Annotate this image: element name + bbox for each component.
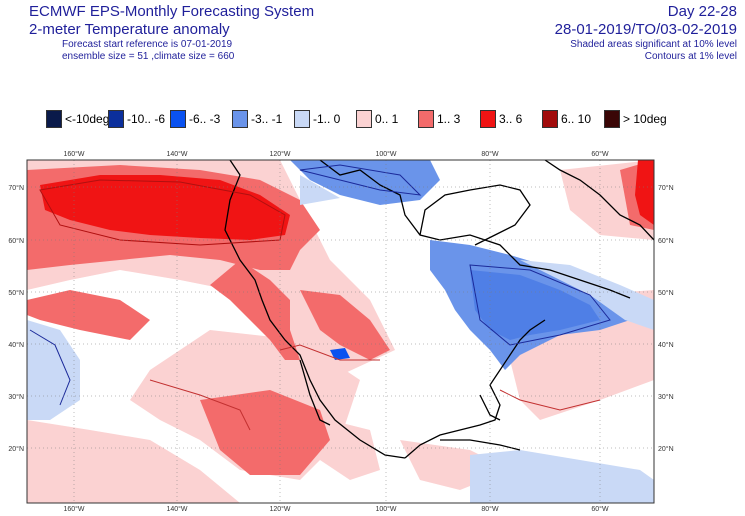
lat-label: 40°N: [658, 341, 674, 349]
anomaly-1-3-pacific: [200, 390, 330, 475]
lat-label: 60°N: [658, 237, 674, 245]
lon-label: 120°W: [269, 505, 290, 513]
legend-swatch: [418, 110, 434, 128]
lat-label: 20°N: [8, 445, 24, 453]
lat-label: 20°N: [658, 445, 674, 453]
ensemble-size: ensemble size = 51 ,climate size = 660: [62, 51, 235, 62]
legend-label: <-10deg: [65, 112, 110, 126]
coastlines: [224, 160, 654, 459]
date-range: 28-01-2019/TO/03-02-2019: [554, 21, 737, 38]
lon-label: 100°W: [375, 505, 396, 513]
lat-label: 50°N: [8, 289, 24, 297]
legend-label: 1.. 3: [437, 112, 461, 126]
title-line-1: ECMWF EPS-Monthly Forecasting System: [29, 3, 315, 20]
anomaly-1-3-rockies: [300, 290, 390, 360]
anomaly-0-1-mexico-coast: [320, 420, 380, 480]
anomaly-neg-sw: [27, 320, 80, 420]
legend-label: -6.. -3: [189, 112, 221, 126]
legend-label: 0.. 1: [375, 112, 399, 126]
anomaly-neg-caribbean: [470, 450, 654, 503]
anomaly-neg-north: [290, 160, 440, 205]
lat-label: 40°N: [8, 341, 24, 349]
significance-contours: [29, 164, 611, 431]
lon-label: 160°W: [63, 505, 84, 513]
legend-swatch: [356, 110, 372, 128]
anomaly-neg-light-east: [520, 260, 654, 330]
legend-label: 6.. 10: [561, 112, 592, 126]
lat-label: 30°N: [658, 393, 674, 401]
map-field: [27, 160, 654, 503]
legend-label: -3.. -1: [251, 112, 283, 126]
anomaly-neg-small: [330, 348, 350, 360]
legend-swatch: [170, 110, 186, 128]
lat-label: 50°N: [658, 289, 674, 297]
lon-label: 60°W: [591, 505, 609, 513]
anomaly-1-3-west-pacific: [27, 290, 150, 340]
lon-label: 160°W: [63, 150, 84, 158]
anomaly-neg-light-north: [300, 175, 340, 205]
anomaly-1-3-west-coast: [210, 260, 300, 360]
legend-label: 3.. 6: [499, 112, 523, 126]
lon-label: 80°W: [481, 150, 499, 158]
lon-label: 140°W: [166, 505, 187, 513]
shading-note: Shaded areas significant at 10% level: [570, 39, 737, 50]
legend-swatch: [604, 110, 620, 128]
legend-swatch: [294, 110, 310, 128]
day-range: Day 22-28: [667, 3, 737, 20]
legend-swatch: [232, 110, 248, 128]
lon-label: 100°W: [375, 150, 396, 158]
lat-label: 70°N: [658, 184, 674, 192]
contour-note: Contours at 1% level: [644, 51, 737, 62]
legend-swatch: [480, 110, 496, 128]
map-frame: [26, 159, 655, 504]
lat-label: 60°N: [8, 237, 24, 245]
legend-swatch: [108, 110, 124, 128]
legend-label: -1.. 0: [313, 112, 341, 126]
lon-label: 120°W: [269, 150, 290, 158]
lat-label: 70°N: [8, 184, 24, 192]
legend-label: > 10deg: [623, 112, 667, 126]
title-line-2: 2-meter Temperature anomaly: [29, 21, 230, 38]
forecast-reference: Forecast start reference is 07-01-2019: [62, 39, 233, 50]
lon-label: 60°W: [591, 150, 609, 158]
legend-label: -10.. -6: [127, 112, 166, 126]
legend-swatch: [46, 110, 62, 128]
anomaly-0-1-sw: [27, 420, 240, 503]
graticule: [27, 160, 654, 503]
lon-label: 140°W: [166, 150, 187, 158]
anomaly-neg-east-core: [470, 270, 600, 340]
anomaly-3-6-greenland: [635, 160, 654, 225]
lat-label: 30°N: [8, 393, 24, 401]
legend-swatch: [542, 110, 558, 128]
lon-label: 80°W: [481, 505, 499, 513]
